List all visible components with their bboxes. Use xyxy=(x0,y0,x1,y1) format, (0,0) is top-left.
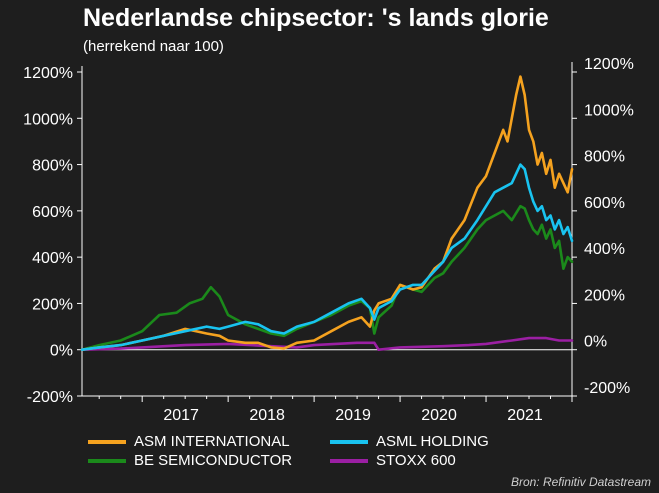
legend-label-asm-international: ASM INTERNATIONAL xyxy=(134,433,290,450)
x-tick-label: 2019 xyxy=(335,407,371,424)
legend-swatch-asm-international xyxy=(88,439,126,444)
y-tick-label-left: 1000% xyxy=(23,111,73,128)
x-tick-label: 2017 xyxy=(163,407,199,424)
legend-item-be-semiconductor: BE SEMICONDUCTOR xyxy=(88,452,292,469)
y-tick-label-right: 800% xyxy=(584,149,625,166)
legend-label-stoxx-600: STOXX 600 xyxy=(376,452,456,469)
x-tick-label: 2020 xyxy=(421,407,457,424)
chart-subtitle: (herrekend naar 100) xyxy=(83,38,224,55)
chart-title: Nederlandse chipsector: 's lands glorie xyxy=(83,4,549,32)
legend-item-asml-holding: ASML HOLDING xyxy=(330,433,489,450)
series-line-asm-international xyxy=(80,75,574,352)
y-tick-label-right: 1000% xyxy=(584,102,634,119)
x-tick-label: 2018 xyxy=(249,407,285,424)
y-tick-label-right: -200% xyxy=(584,380,630,397)
y-tick-label-left: -200% xyxy=(27,389,73,406)
legend-item-stoxx-600: STOXX 600 xyxy=(330,452,456,469)
y-tick-label-right: 200% xyxy=(584,287,625,304)
series-line-stoxx-600 xyxy=(80,336,574,352)
y-tick-label-left: 1200% xyxy=(23,65,73,82)
source-note: Bron: Refinitiv Datastream xyxy=(510,475,651,489)
legend-label-asml-holding: ASML HOLDING xyxy=(376,433,489,450)
y-tick-label-right: 0% xyxy=(584,334,607,351)
series-line-asml-holding xyxy=(80,163,574,352)
legend-swatch-be-semiconductor xyxy=(88,458,126,463)
legend-item-asm-international: ASM INTERNATIONAL xyxy=(88,433,290,450)
y-tick-label-left: 800% xyxy=(32,158,73,175)
series-line-be-semiconductor xyxy=(80,204,574,352)
x-tick-label: 2021 xyxy=(507,407,543,424)
y-tick-label-right: 400% xyxy=(584,241,625,258)
y-tick-label-right: 600% xyxy=(584,195,625,212)
y-tick-label-left: 400% xyxy=(32,250,73,267)
y-tick-label-left: 0% xyxy=(50,343,73,360)
legend-swatch-asml-holding xyxy=(330,439,368,444)
legend-label-be-semiconductor: BE SEMICONDUCTOR xyxy=(134,452,293,469)
y-tick-label-left: 200% xyxy=(32,296,73,313)
legend-swatch-stoxx-600 xyxy=(330,458,368,463)
y-tick-label-right: 1200% xyxy=(584,56,634,73)
y-tick-label-left: 600% xyxy=(32,204,73,221)
